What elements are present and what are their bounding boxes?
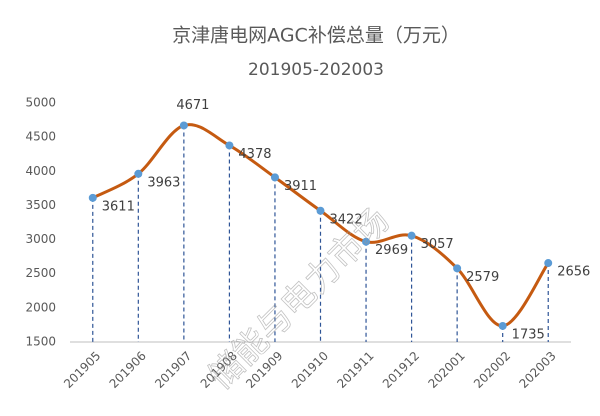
data-label: 4671 bbox=[176, 98, 209, 113]
y-tick-label: 3000 bbox=[25, 232, 56, 246]
data-label: 4378 bbox=[238, 147, 271, 162]
marker bbox=[453, 264, 462, 273]
chart-subtitle: 201905-202003 bbox=[248, 60, 384, 80]
data-label: 3911 bbox=[284, 179, 317, 194]
data-label: 2656 bbox=[557, 265, 590, 280]
y-tick-label: 3500 bbox=[25, 198, 56, 212]
y-tick-label: 1500 bbox=[25, 335, 56, 349]
y-tick-label: 4500 bbox=[25, 130, 56, 144]
marker bbox=[316, 206, 325, 215]
data-label: 3057 bbox=[421, 237, 454, 252]
marker bbox=[544, 259, 553, 268]
marker bbox=[407, 231, 416, 240]
marker bbox=[498, 321, 507, 330]
y-tick-label: 5000 bbox=[25, 96, 56, 110]
marker bbox=[179, 121, 188, 130]
chart-title: 京津唐电网AGC补偿总量（万元） bbox=[172, 25, 460, 47]
data-label: 1735 bbox=[512, 327, 545, 342]
data-label: 3611 bbox=[102, 199, 135, 214]
y-tick-label: 4000 bbox=[25, 164, 56, 178]
data-label: 3422 bbox=[330, 212, 363, 227]
y-tick-label: 2500 bbox=[25, 266, 56, 280]
y-tick-label: 2000 bbox=[25, 300, 56, 314]
data-label: 3963 bbox=[147, 175, 180, 190]
data-label: 2969 bbox=[375, 243, 408, 258]
data-label: 2579 bbox=[466, 270, 499, 285]
marker bbox=[88, 193, 97, 202]
marker bbox=[225, 141, 234, 150]
marker bbox=[270, 173, 279, 182]
marker bbox=[134, 169, 143, 178]
marker bbox=[362, 237, 371, 246]
